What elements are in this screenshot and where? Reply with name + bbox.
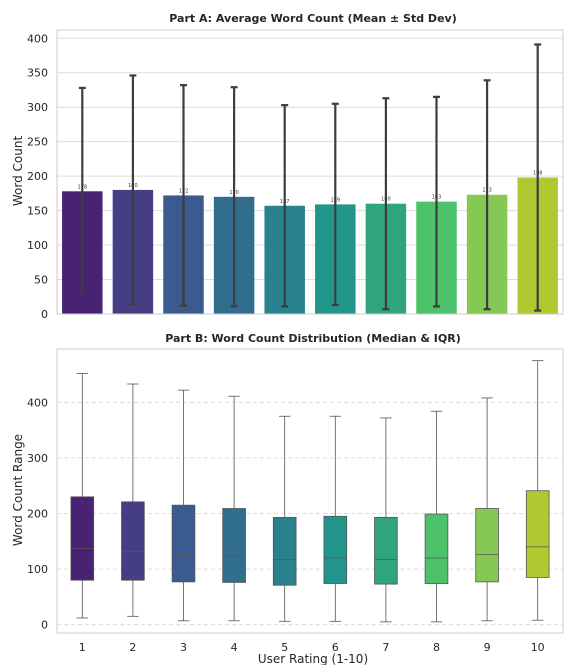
iqr-box bbox=[71, 497, 94, 580]
x-tick-label: 9 bbox=[484, 641, 491, 654]
data-label: 172 bbox=[179, 188, 189, 194]
x-tick-label: 2 bbox=[129, 641, 136, 654]
y-tick-label: 200 bbox=[27, 170, 48, 183]
iqr-box bbox=[526, 491, 549, 578]
iqr-box bbox=[273, 517, 296, 585]
y-tick-label: 250 bbox=[27, 136, 48, 149]
box-8 bbox=[425, 411, 448, 622]
panel-b-ylabel: Word Count Range bbox=[11, 434, 25, 546]
iqr-box bbox=[223, 509, 246, 583]
panel-b-title: Part B: Word Count Distribution (Median … bbox=[165, 332, 461, 345]
box-10 bbox=[526, 361, 549, 621]
y-tick-label: 0 bbox=[41, 308, 48, 321]
data-label: 178 bbox=[78, 184, 88, 190]
data-label: 180 bbox=[128, 183, 138, 189]
data-label: 170 bbox=[229, 190, 239, 196]
y-tick-label: 100 bbox=[27, 239, 48, 252]
box-9 bbox=[476, 398, 499, 621]
panel-a: Part A: Average Word Count (Mean ± Std D… bbox=[11, 12, 563, 321]
y-tick-label: 150 bbox=[27, 205, 48, 218]
box-5 bbox=[273, 416, 296, 621]
y-tick-label: 0 bbox=[41, 619, 48, 632]
y-tick-label: 300 bbox=[27, 452, 48, 465]
y-tick-label: 200 bbox=[27, 508, 48, 521]
panel-a-ylabel: Word Count bbox=[11, 136, 25, 207]
y-tick-label: 400 bbox=[27, 32, 48, 45]
y-tick-label: 350 bbox=[27, 67, 48, 80]
box-4 bbox=[223, 396, 246, 621]
panel-b: Part B: Word Count Distribution (Median … bbox=[11, 332, 563, 665]
data-label: 198 bbox=[533, 171, 543, 177]
data-label: 160 bbox=[381, 197, 391, 203]
box-6 bbox=[324, 416, 347, 621]
panel-b-boxes bbox=[71, 361, 549, 622]
iqr-box bbox=[375, 517, 398, 584]
x-tick-label: 4 bbox=[231, 641, 238, 654]
y-tick-label: 400 bbox=[27, 396, 48, 409]
panel-a-y-ticks: 0 50 100 150 200 250 300 350 400 bbox=[27, 32, 48, 321]
box-7 bbox=[375, 418, 398, 622]
panel-b-y-ticks: 0 100 200 300 400 bbox=[27, 396, 48, 631]
iqr-box bbox=[425, 514, 448, 583]
box-3 bbox=[172, 390, 195, 621]
data-label: 173 bbox=[482, 188, 492, 194]
x-tick-label: 10 bbox=[531, 641, 545, 654]
y-tick-label: 100 bbox=[27, 563, 48, 576]
box-1 bbox=[71, 373, 94, 618]
iqr-box bbox=[324, 516, 347, 583]
data-label: 163 bbox=[432, 195, 442, 201]
panel-a-bars bbox=[62, 178, 558, 314]
y-tick-label: 50 bbox=[34, 274, 48, 287]
x-tick-label: 8 bbox=[433, 641, 440, 654]
data-label: 157 bbox=[280, 199, 290, 205]
x-tick-label: 1 bbox=[79, 641, 86, 654]
data-label: 159 bbox=[331, 197, 341, 203]
iqr-box bbox=[172, 505, 195, 582]
x-tick-label: 3 bbox=[180, 641, 187, 654]
x-tick-label: 7 bbox=[382, 641, 389, 654]
box-2 bbox=[122, 384, 145, 616]
panel-a-title: Part A: Average Word Count (Mean ± Std D… bbox=[169, 12, 456, 25]
panel-b-xlabel: User Rating (1-10) bbox=[258, 652, 368, 665]
iqr-box bbox=[122, 502, 145, 580]
iqr-box bbox=[476, 509, 499, 582]
y-tick-label: 300 bbox=[27, 101, 48, 114]
